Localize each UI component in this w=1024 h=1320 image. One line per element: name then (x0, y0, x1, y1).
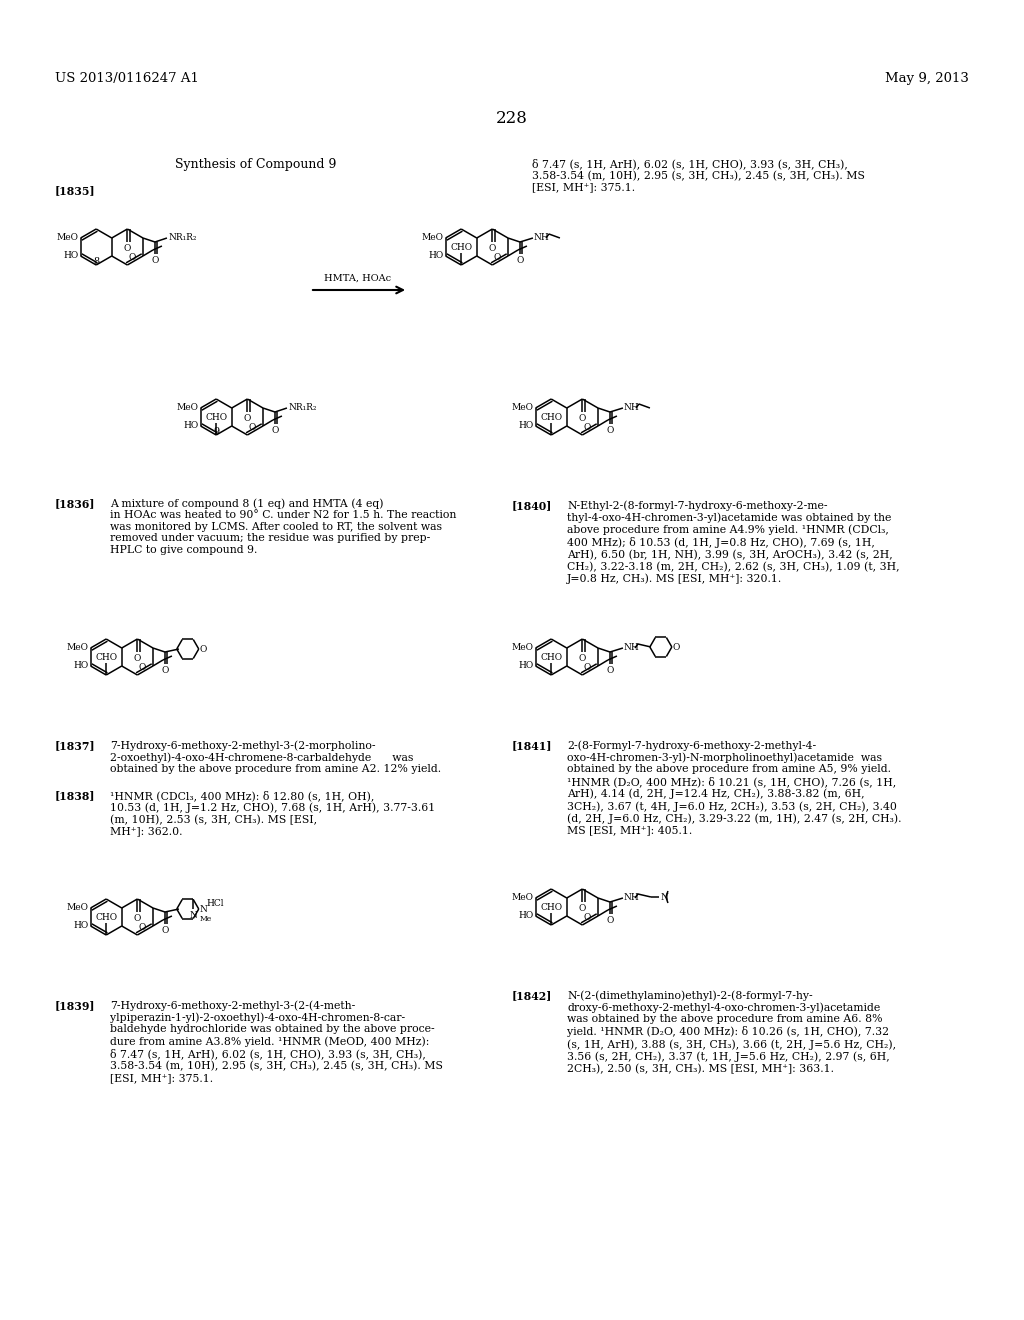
Text: O: O (673, 643, 680, 652)
Text: N: N (200, 904, 208, 913)
Text: 9: 9 (213, 426, 219, 436)
Text: HCl: HCl (207, 899, 224, 908)
Text: NH: NH (624, 404, 640, 412)
Text: O: O (244, 414, 251, 422)
Text: O: O (488, 244, 496, 253)
Text: NH: NH (624, 894, 640, 903)
Text: NR₁R₂: NR₁R₂ (289, 404, 317, 412)
Text: O: O (124, 244, 131, 253)
Text: HO: HO (74, 921, 89, 931)
Text: MeO: MeO (512, 894, 534, 903)
Text: O: O (579, 414, 586, 422)
Text: HMTA, HOAc: HMTA, HOAc (325, 275, 391, 282)
Text: Synthesis of Compound 9: Synthesis of Compound 9 (175, 158, 337, 172)
Text: N: N (660, 892, 669, 902)
Text: ¹HNMR (CDCl₃, 400 MHz): δ 12.80 (s, 1H, OH),
10.53 (d, 1H, J=1.2 Hz, CHO), 7.68 : ¹HNMR (CDCl₃, 400 MHz): δ 12.80 (s, 1H, … (110, 789, 435, 837)
Text: HO: HO (74, 661, 89, 671)
Text: NH: NH (624, 644, 640, 652)
Text: O: O (271, 426, 279, 436)
Text: O: O (494, 253, 501, 261)
Text: US 2013/0116247 A1: US 2013/0116247 A1 (55, 73, 199, 84)
Text: [1835]: [1835] (55, 185, 95, 195)
Text: HO: HO (518, 421, 534, 430)
Text: 228: 228 (496, 110, 528, 127)
Text: [1842]: [1842] (512, 990, 552, 1001)
Text: O: O (152, 256, 159, 265)
Text: MeO: MeO (422, 234, 443, 243)
Text: Me: Me (200, 916, 212, 924)
Text: HO: HO (428, 252, 443, 260)
Text: O: O (606, 426, 613, 436)
Text: CHO: CHO (451, 243, 472, 252)
Text: O: O (516, 256, 523, 265)
Text: MeO: MeO (512, 644, 534, 652)
Text: 7-Hydroxy-6-methoxy-2-methyl-3-(2-(4-meth-
ylpiperazin-1-yl)-2-oxoethyl)-4-oxo-4: 7-Hydroxy-6-methoxy-2-methyl-3-(2-(4-met… (110, 1001, 442, 1082)
Text: 2-(8-Formyl-7-hydroxy-6-methoxy-2-methyl-4-
oxo-4H-chromen-3-yl)-N-morpholinoeth: 2-(8-Formyl-7-hydroxy-6-methoxy-2-methyl… (567, 741, 901, 836)
Text: O: O (128, 253, 136, 261)
Text: May 9, 2013: May 9, 2013 (885, 73, 969, 84)
Text: O: O (134, 913, 141, 923)
Text: MeO: MeO (512, 404, 534, 412)
Text: [1836]: [1836] (55, 498, 95, 510)
Text: MeO: MeO (56, 234, 79, 243)
Text: O: O (200, 644, 207, 653)
Text: MeO: MeO (67, 903, 89, 912)
Text: O: O (579, 904, 586, 913)
Text: CHO: CHO (95, 653, 117, 663)
Text: O: O (138, 663, 145, 672)
Text: HO: HO (518, 912, 534, 920)
Text: [1840]: [1840] (512, 500, 552, 511)
Text: [1839]: [1839] (55, 1001, 95, 1011)
Text: CHO: CHO (205, 413, 227, 422)
Text: O: O (584, 422, 591, 432)
Text: A mixture of compound 8 (1 eq) and HMTA (4 eq)
in HOAc was heated to 90° C. unde: A mixture of compound 8 (1 eq) and HMTA … (110, 498, 457, 554)
Text: [1838]: [1838] (55, 789, 95, 801)
Text: CHO: CHO (540, 413, 562, 422)
Text: O: O (606, 916, 613, 925)
Text: HO: HO (183, 421, 199, 430)
Text: MeO: MeO (67, 644, 89, 652)
Text: 8: 8 (93, 257, 99, 267)
Text: N: N (189, 912, 198, 920)
Text: CHO: CHO (95, 913, 117, 921)
Text: 7-Hydroxy-6-methoxy-2-methyl-3-(2-morpholino-
2-oxoethyl)-4-oxo-4H-chromene-8-ca: 7-Hydroxy-6-methoxy-2-methyl-3-(2-morpho… (110, 741, 441, 775)
Text: [1841]: [1841] (512, 741, 553, 751)
Text: N-(2-(dimethylamino)ethyl)-2-(8-formyl-7-hy-
droxy-6-methoxy-2-methyl-4-oxo-chro: N-(2-(dimethylamino)ethyl)-2-(8-formyl-7… (567, 990, 896, 1073)
Text: O: O (161, 667, 169, 675)
Text: O: O (584, 663, 591, 672)
Text: NR₁R₂: NR₁R₂ (169, 234, 198, 243)
Text: O: O (606, 667, 613, 675)
Text: HO: HO (518, 661, 534, 671)
Text: CHO: CHO (540, 653, 562, 663)
Text: O: O (138, 923, 145, 932)
Text: N-Ethyl-2-(8-formyl-7-hydroxy-6-methoxy-2-me-
thyl-4-oxo-4H-chromen-3-yl)acetami: N-Ethyl-2-(8-formyl-7-hydroxy-6-methoxy-… (567, 500, 900, 585)
Text: δ 7.47 (s, 1H, ArH), 6.02 (s, 1H, CHO), 3.93 (s, 3H, CH₃),
3.58-3.54 (m, 10H), 2: δ 7.47 (s, 1H, ArH), 6.02 (s, 1H, CHO), … (532, 158, 865, 193)
Text: O: O (249, 422, 256, 432)
Text: HO: HO (63, 252, 79, 260)
Text: O: O (579, 653, 586, 663)
Text: CHO: CHO (540, 903, 562, 912)
Text: [1837]: [1837] (55, 741, 95, 751)
Text: NH: NH (534, 234, 550, 243)
Text: MeO: MeO (176, 404, 199, 412)
Text: O: O (584, 913, 591, 921)
Text: O: O (134, 653, 141, 663)
Text: O: O (161, 927, 169, 935)
